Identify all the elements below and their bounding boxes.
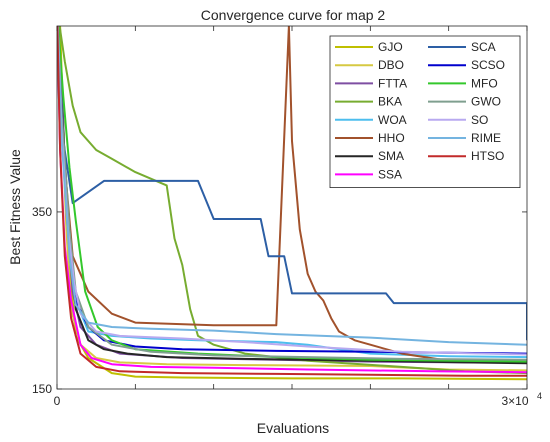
series-line-bka bbox=[58, 26, 527, 375]
legend-label-dbo: DBO bbox=[378, 58, 404, 72]
series-line-sca bbox=[57, 26, 527, 341]
legend-label-mfo: MFO bbox=[471, 76, 498, 90]
x-exponent-label: 3×10 bbox=[501, 394, 528, 408]
legend-label-sca: SCA bbox=[471, 40, 496, 54]
x-exponent-power: 4 bbox=[537, 391, 542, 401]
legend-label-rime: RIME bbox=[471, 131, 501, 145]
legend-label-hho: HHO bbox=[378, 131, 405, 145]
x-tick-label: 0 bbox=[54, 394, 61, 408]
y-tick-label: 150 bbox=[32, 382, 52, 396]
series-group bbox=[57, 26, 527, 381]
series-line-hho bbox=[57, 26, 527, 363]
legend-label-bka: BKA bbox=[378, 95, 402, 109]
y-tick-label: 350 bbox=[32, 205, 52, 219]
y-axis-label: Best Fitness Value bbox=[7, 149, 23, 265]
legend-label-ftta: FTTA bbox=[378, 76, 407, 90]
legend-box bbox=[329, 35, 521, 189]
legend-label-sma: SMA bbox=[378, 149, 404, 163]
series-line-htso bbox=[57, 26, 527, 377]
legend-label-woa: WOA bbox=[378, 113, 407, 127]
legend-label-so: SO bbox=[471, 113, 488, 127]
chart-title: Convergence curve for map 2 bbox=[201, 7, 386, 23]
axes: 150 350 0 3×10 4 bbox=[32, 25, 542, 408]
legend-label-gjo: GJO bbox=[378, 40, 403, 54]
legend-label-scso: SCSO bbox=[471, 58, 505, 72]
legend-label-htso: HTSO bbox=[471, 149, 504, 163]
legend-label-gwo: GWO bbox=[471, 95, 501, 109]
x-axis-label: Evaluations bbox=[257, 420, 329, 436]
legend: GJO DBO FTTA BKA WOA HHO SMA SSA SCA SCSO MFO GWO SO… bbox=[329, 35, 521, 189]
legend-label-ssa: SSA bbox=[378, 167, 402, 181]
series-line-gwo bbox=[57, 26, 527, 361]
plot-area bbox=[57, 26, 527, 381]
series-line-rime bbox=[57, 26, 527, 346]
